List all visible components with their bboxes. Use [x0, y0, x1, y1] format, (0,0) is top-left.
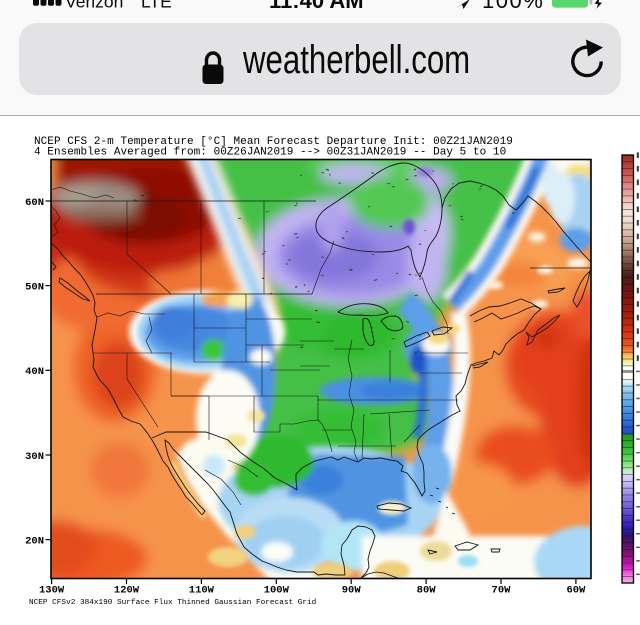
- svg-text:NCEP CFSv2 384x190 Surface Flu: NCEP CFSv2 384x190 Surface Flux Thinned …: [29, 599, 316, 607]
- svg-text:100W: 100W: [264, 585, 290, 597]
- svg-text:120W: 120W: [114, 585, 140, 597]
- svg-text:30N: 30N: [25, 451, 44, 463]
- svg-text:60W: 60W: [566, 585, 586, 597]
- svg-text:110W: 110W: [189, 585, 215, 597]
- svg-text:NCEP CFS 2-m Temperature [°C]: NCEP CFS 2-m Temperature [°C] Mean Forec…: [34, 136, 513, 148]
- svg-text:20N: 20N: [25, 535, 44, 547]
- svg-text:4 Ensembles Averaged from: 00Z: 4 Ensembles Averaged from: 00Z26JAN2019 …: [34, 147, 506, 159]
- svg-text:11:40 AM: 11:40 AM: [269, 0, 364, 11]
- svg-text:50N: 50N: [25, 281, 44, 293]
- svg-text:Verizon: Verizon: [65, 0, 123, 11]
- svg-text:90W: 90W: [342, 585, 362, 597]
- svg-text:LTE: LTE: [141, 0, 172, 11]
- svg-text:60N: 60N: [25, 197, 44, 209]
- svg-text:100%: 100%: [482, 0, 544, 11]
- svg-text:80W: 80W: [417, 585, 437, 597]
- svg-text:70W: 70W: [492, 585, 512, 597]
- svg-text:40N: 40N: [25, 366, 44, 378]
- svg-text:130W: 130W: [39, 585, 65, 597]
